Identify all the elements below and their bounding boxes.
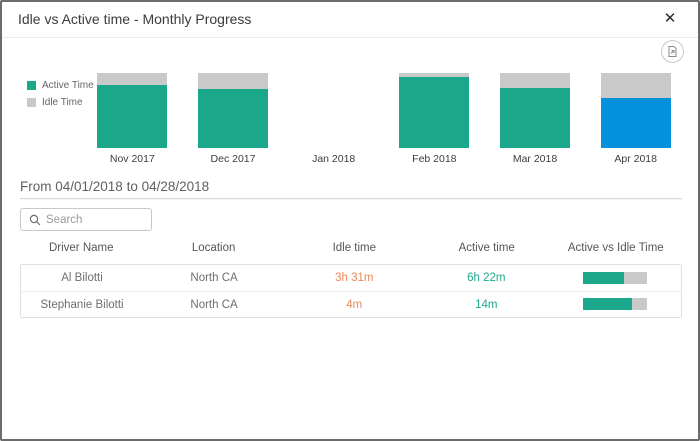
legend-label-idle: Idle Time: [42, 97, 83, 108]
divider: [20, 198, 682, 199]
driver-table: Al Bilotti North CA 3h 31m 6h 22m Stepha…: [20, 264, 682, 318]
date-range-label: From 04/01/2018 to 04/28/2018: [20, 179, 210, 194]
active-vs-idle-cell: [549, 298, 681, 311]
month-label: Apr 2018: [614, 153, 657, 165]
bar-jan-2018[interactable]: Jan 2018: [283, 73, 384, 165]
idle-segment: [198, 73, 268, 89]
bar-apr-2018-selected[interactable]: Apr 2018: [585, 73, 686, 165]
search-input[interactable]: [46, 209, 151, 230]
idle-segment: [600, 73, 671, 98]
location-cell: North CA: [190, 272, 238, 284]
dialog-title: Idle vs Active time - Monthly Progress: [18, 11, 252, 27]
active-segment: [198, 88, 268, 148]
active-vs-idle-cell: [549, 271, 681, 284]
month-label: Nov 2017: [109, 153, 155, 165]
idle-time-cell: 4m: [346, 298, 363, 311]
month-label: Feb 2018: [412, 153, 457, 165]
idle-time-cell: 3h 31m: [335, 272, 374, 284]
idle-segment: [500, 73, 571, 88]
ratio-bar-fill: [582, 298, 633, 311]
column-header-active-vs-idle: Active vs Idle Time: [567, 242, 664, 254]
active-time-cell: 14m: [475, 298, 498, 311]
chart-legend: Active Time Idle Time: [27, 80, 94, 114]
idle-time-swatch: [27, 98, 36, 107]
table-row[interactable]: Al Bilotti North CA 3h 31m 6h 22m: [21, 265, 681, 291]
idle-segment: [97, 73, 168, 85]
bar-mar-2018[interactable]: Mar 2018: [485, 73, 586, 165]
driver-name-cell: Al Bilotti: [61, 272, 103, 284]
driver-name-cell: Stephanie Bilotti: [40, 298, 124, 311]
search-icon: [29, 214, 41, 225]
table-row[interactable]: Stephanie Bilotti North CA 4m 14m: [21, 291, 681, 317]
active-time-cell: 6h 22m: [467, 272, 506, 284]
ratio-bar-fill: [582, 271, 624, 284]
active-segment: [500, 88, 571, 148]
search-box: [20, 208, 152, 231]
legend-label-active: Active Time: [42, 80, 94, 91]
table-header: Driver Name Location Idle time Active ti…: [20, 242, 682, 254]
active-segment: [97, 85, 168, 148]
active-time-swatch: [27, 81, 36, 90]
idle-segment: [399, 73, 470, 77]
month-label: Jan 2018: [312, 153, 356, 165]
location-cell: North CA: [190, 298, 238, 311]
ratio-bar-track: [582, 271, 647, 284]
export-report-button[interactable]: [661, 40, 684, 63]
bar-dec-2017[interactable]: Dec 2017: [183, 73, 284, 165]
month-label: Mar 2018: [512, 153, 558, 165]
legend-item-idle[interactable]: Idle Time: [27, 97, 94, 108]
export-report-icon: [668, 46, 677, 57]
legend-item-active[interactable]: Active Time: [27, 80, 94, 91]
active-segment: [399, 76, 470, 148]
column-header-idle-time: Idle time: [332, 242, 377, 254]
column-header-active-time: Active time: [458, 242, 515, 254]
bar-feb-2018[interactable]: Feb 2018: [384, 73, 485, 165]
month-label: Dec 2017: [210, 153, 256, 165]
ratio-bar-track: [582, 298, 647, 311]
dialog-header: Idle vs Active time - Monthly Progress ✕: [2, 2, 698, 38]
column-header-driver-name: Driver Name: [48, 242, 114, 254]
close-icon[interactable]: ✕: [660, 9, 680, 29]
monthly-progress-chart: Nov 2017 Dec 2017 Jan 2018 Feb 2018 Mar …: [82, 73, 686, 165]
bar-nov-2017[interactable]: Nov 2017: [82, 73, 183, 165]
column-header-location: Location: [191, 242, 236, 254]
active-segment-selected: [600, 97, 671, 148]
